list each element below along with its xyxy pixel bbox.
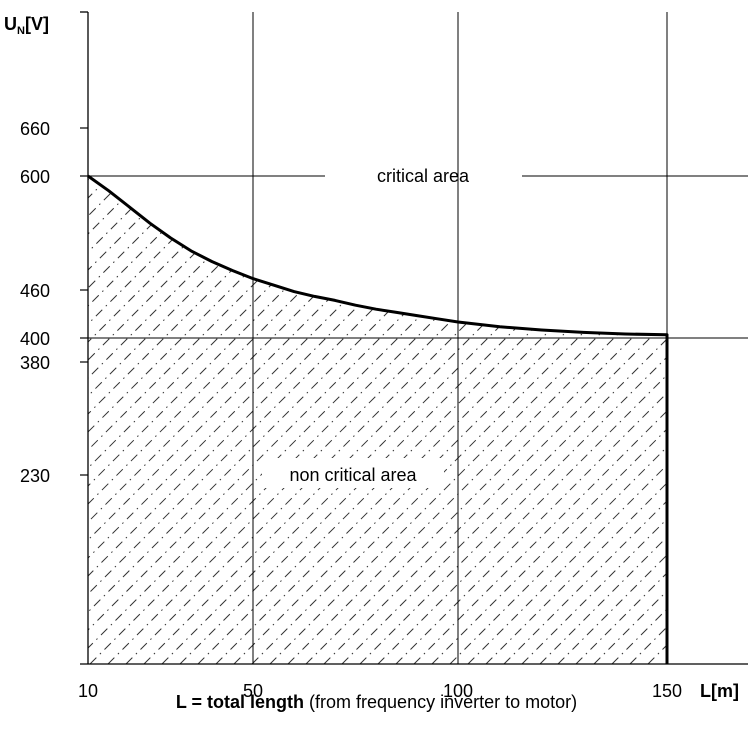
hatch-line [88,176,619,664]
caption-bold: L = total length [175,692,305,712]
hatch-line [107,176,667,664]
hatch-line [521,176,667,664]
hatch-line [503,176,667,664]
hatch-line [88,176,655,664]
y-tick-label-660: 660 [20,119,50,139]
hatch-line [611,176,667,664]
hatch-line [287,176,667,664]
hatch-pattern [0,64,753,664]
y-axis-title-main: U [4,14,17,34]
hatch-line [197,176,667,664]
hatch-line [179,176,667,664]
hatch-line [233,176,667,664]
hatch-line [88,176,493,664]
hatch-line [88,176,583,664]
y-tick-label-460: 460 [20,281,50,301]
non-critical-label-bg [262,458,444,488]
hatch-line [143,176,667,664]
hatch-line [88,176,421,664]
hatch-line [88,176,439,664]
x-axis-title: L[m] [700,681,739,701]
x-tick-label-10: 10 [78,681,98,701]
hatch-line [485,176,667,664]
hatch-line [215,176,667,664]
hatch-line [88,176,547,664]
y-axis-title-unit: [V] [25,14,49,34]
hatch-line [323,176,667,664]
hatch-line [665,176,667,664]
hatch-line [88,176,367,664]
y-tick-label-400: 400 [20,329,50,349]
axes [80,11,748,665]
hatch-line [720,64,753,664]
grid [88,12,748,664]
hatch-line [125,176,667,664]
hatch-line [269,176,667,664]
hatch-line [88,176,667,664]
hatch-line [305,176,667,664]
hatch-line [88,176,529,664]
hatch-line [89,176,667,664]
hatch-line [341,176,667,664]
y-axis-title: UN[V] [4,14,49,37]
hatch-line [88,176,511,664]
caption-rest: (from frequency inverter to motor) [304,692,578,712]
hatch-line [647,176,667,664]
x-tick-label-100: 100 [443,681,473,701]
hatch-line [539,176,667,664]
x-tick-label-50: 50 [243,681,263,701]
hatch-line [684,64,753,664]
hatch-line [467,176,667,664]
x-tick-label-150: 150 [652,681,682,701]
non-critical-area-label: non critical area [289,465,417,485]
boundary-line [87,174,669,664]
hatch-line [413,176,667,664]
hatch-line [593,176,667,664]
hatch-line [575,176,667,664]
hatch-line [738,64,753,664]
labels: 230 380 400 460 600 660 10 50 100 150 UN[V] L[m] cri… [4,14,739,701]
hatch-line [88,176,565,664]
hatch-line [88,176,403,664]
hatch-line [702,64,753,664]
hatch-line [359,176,667,664]
critical-area-label: critical area [377,166,470,186]
hatch-line [88,176,115,664]
y-axis-title-sub: N [17,25,25,37]
hatch-line [88,176,457,664]
hatch-line [0,64,6,664]
hatch-line [88,176,475,664]
hatch-line [557,176,667,664]
hatch-line [161,176,667,664]
hatch-line [377,176,667,664]
hatch-line [251,176,667,664]
boundary-curve [87,174,669,664]
hatch-line [88,176,637,664]
y-tick-label-230: 230 [20,466,50,486]
y-tick-label-600: 600 [20,167,50,187]
y-tick-label-380: 380 [20,353,50,373]
hatch-line [449,176,667,664]
hatch-line [88,176,601,664]
x-axis-caption: L = total length (from frequency inverte… [0,692,753,713]
